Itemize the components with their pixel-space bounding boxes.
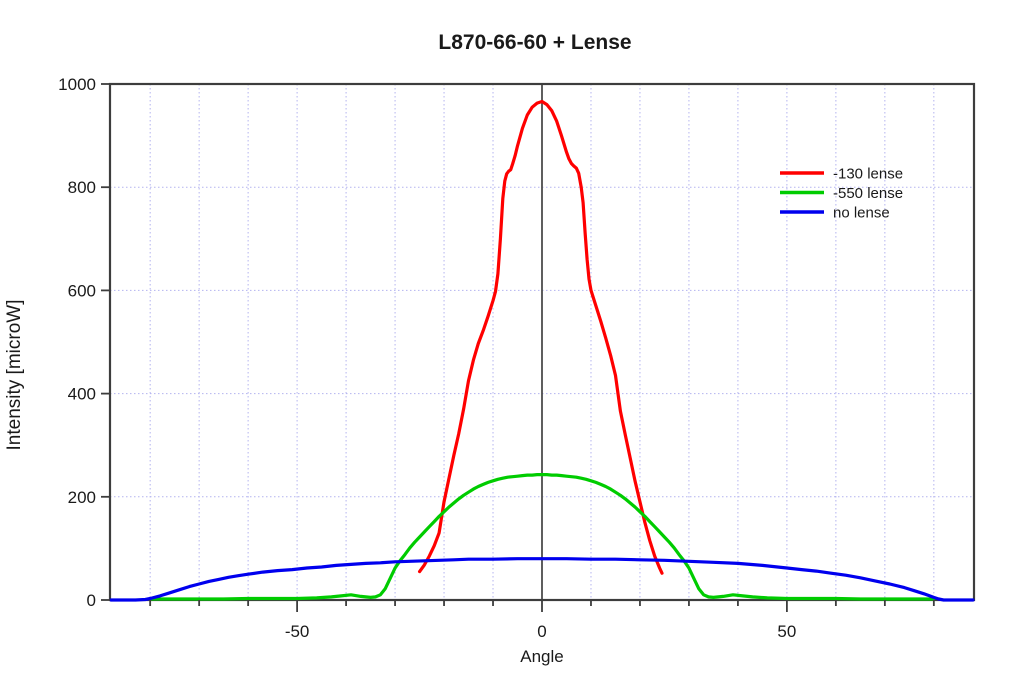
- x-tick-label: -50: [285, 622, 310, 641]
- y-tick-label: 400: [68, 385, 96, 404]
- y-tick-label: 200: [68, 488, 96, 507]
- x-axis-title: Angle: [520, 647, 563, 666]
- legend-item-550-lense: -550 lense: [780, 185, 903, 202]
- y-tick-label: 600: [68, 281, 96, 300]
- legend-item-label: -550 lense: [833, 185, 903, 202]
- axis-tick-labels: -50 0 50 0 200 400 600 800 1000: [58, 75, 796, 641]
- y-tick-label: 800: [68, 178, 96, 197]
- series-line-550-lense: [148, 473, 936, 601]
- x-tick-label: 0: [537, 622, 546, 641]
- y-tick-label: 1000: [58, 75, 96, 94]
- legend: -130 lense -550 lense no lense: [780, 166, 903, 222]
- series-line-no-lense: [109, 557, 975, 602]
- x-tick-label: 50: [777, 622, 796, 641]
- legend-item-label: no lense: [833, 205, 890, 222]
- legend-item-no-lense: no lense: [780, 205, 890, 222]
- legend-item-130-lense: -130 lense: [780, 166, 903, 183]
- legend-item-label: -130 lense: [833, 166, 903, 183]
- chart-title: L870-66-60 + Lense: [438, 31, 631, 54]
- axis-ticks: [101, 83, 935, 612]
- y-axis-title: Intensity [microW]: [4, 300, 25, 451]
- series-line-130-lense: [418, 99, 664, 575]
- y-tick-label: 0: [87, 591, 96, 610]
- series-lines: [109, 99, 975, 602]
